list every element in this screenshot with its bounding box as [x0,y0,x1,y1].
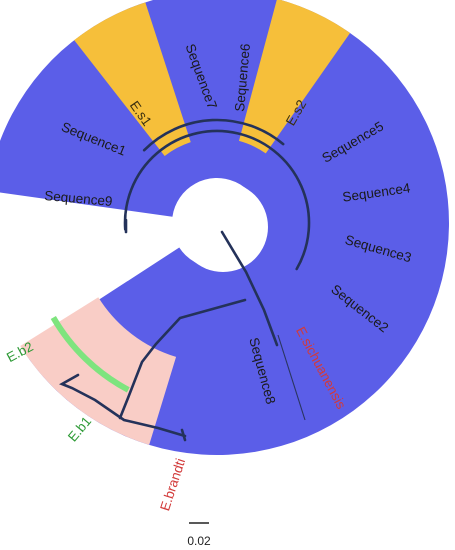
leaf-label-e-brandti: E.brandti [157,457,188,513]
orange-sector-es1 [74,2,191,157]
clade-sectors [0,0,450,455]
branch-main-arc [123,129,311,271]
branch-e-sichuanensis [277,334,306,421]
tree-branches [58,118,311,442]
scale-bar: 0.02 [187,522,211,548]
leaf-label-sequence6: Sequence6 [232,43,253,112]
orange-sector-es2 [239,0,351,154]
green-clade-highlight [50,316,130,393]
inner-hole [178,182,268,272]
branch-stem [220,230,279,347]
branch-top-arc [142,118,285,152]
branch-outgroup [118,298,247,420]
scale-bar-label: 0.02 [187,534,211,548]
branch-eb-clade [58,373,187,438]
leaf-label-sequence9: Sequence9 [44,188,113,209]
branch-e-brandti-tip [180,428,187,442]
leaf-label-eb1: E.b1 [65,414,94,445]
